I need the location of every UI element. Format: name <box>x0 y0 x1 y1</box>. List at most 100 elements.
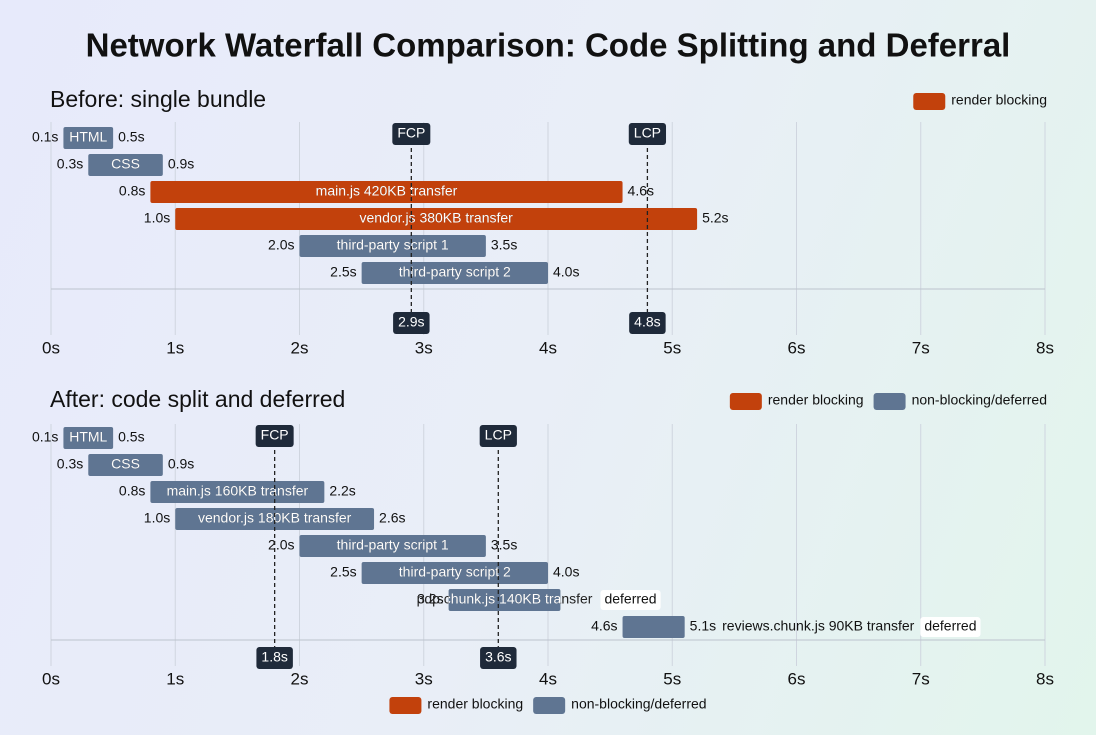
bar <box>88 154 163 176</box>
bar-name: CSS <box>111 456 140 472</box>
end-label: 0.9s <box>168 156 194 172</box>
marker-label: 2.9s <box>398 314 424 330</box>
bar-name: third-party script 2 <box>399 264 511 280</box>
start-label: 1.0s <box>144 210 170 226</box>
end-label: 4.6s <box>628 183 654 199</box>
bar <box>63 127 114 149</box>
bar-name: pdp.chunk.js 140KB transfer <box>417 591 593 607</box>
end-label: 0.5s <box>118 429 144 445</box>
legend-label: render blocking <box>427 696 523 712</box>
x-tick-label: 5s <box>663 338 681 357</box>
section-title: Before: single bundle <box>50 86 266 112</box>
start-label: 2.5s <box>330 564 356 580</box>
bar-name: main.js 420KB transfer <box>316 183 458 199</box>
bar <box>150 481 325 503</box>
marker-name: FCP <box>397 125 425 141</box>
end-label: 4.0s <box>553 264 579 280</box>
marker-label-box <box>393 312 430 334</box>
x-tick-label: 1s <box>166 669 184 688</box>
x-tick-label: 4s <box>539 669 557 688</box>
marker-label-box <box>629 312 666 334</box>
end-label: 2.2s <box>329 483 355 499</box>
x-tick-label: 7s <box>912 338 930 357</box>
x-tick-label: 2s <box>291 669 309 688</box>
bar-name: third-party script 2 <box>399 564 511 580</box>
legend: render blocking <box>913 92 1047 110</box>
start-label: 0.3s <box>57 156 83 172</box>
marker-label: 1.8s <box>261 649 287 665</box>
x-tick-label: 5s <box>663 669 681 688</box>
tag: deferred <box>924 618 976 634</box>
x-tick-label: 3s <box>415 338 433 357</box>
bar <box>175 508 375 530</box>
bar <box>361 562 548 584</box>
x-tick-label: 3s <box>415 669 433 688</box>
bar-name: third-party script 2 <box>399 564 511 580</box>
bar-name: third-party script 2 <box>399 264 511 280</box>
start-label: 2.5s <box>330 264 356 280</box>
section-title: After: code split and deferred <box>50 386 345 412</box>
legend-label: render blocking <box>768 392 864 408</box>
end-label: 0.9s <box>168 456 194 472</box>
end-label: 3.5s <box>491 237 517 253</box>
bar <box>361 262 548 284</box>
bar <box>175 208 698 230</box>
tag-box <box>600 590 661 610</box>
legend-swatch <box>533 697 566 714</box>
bar-name: main.js 160KB transfer <box>167 483 309 499</box>
legend-label: non-blocking/deferred <box>912 392 1047 408</box>
start-label: 2.0s <box>268 537 294 553</box>
bar-name: vendor.js 180KB transfer <box>198 510 352 526</box>
x-tick-label: 1s <box>166 338 184 357</box>
bar <box>88 454 163 476</box>
x-tick-label: 0s <box>42 338 60 357</box>
bar <box>63 427 114 449</box>
marker-label-box <box>256 647 293 669</box>
bar-name: pdp.chunk.js 140KB transfer <box>417 591 593 607</box>
x-tick-label: 8s <box>1036 669 1054 688</box>
bar-name: CSS <box>111 156 140 172</box>
marker-name: LCP <box>485 427 512 443</box>
marker-name: LCP <box>634 125 661 141</box>
start-label: 2.0s <box>268 237 294 253</box>
start-label: 1.0s <box>144 510 170 526</box>
marker-label-box <box>480 647 517 669</box>
start-label: 0.8s <box>119 483 145 499</box>
marker-name-box <box>255 425 294 447</box>
bar-name: HTML <box>69 429 107 445</box>
bar-name: CSS <box>111 156 140 172</box>
start-label: 0.8s <box>119 183 145 199</box>
bar <box>448 589 561 611</box>
bar-name: main.js 160KB transfer <box>167 483 309 499</box>
start-label: 4.6s <box>591 618 617 634</box>
bar-name: third-party script 1 <box>337 237 449 253</box>
marker-label: 3.6s <box>485 649 511 665</box>
end-label: 2.6s <box>379 510 405 526</box>
page-title: Network Waterfall Comparison: Code Split… <box>86 27 1011 64</box>
bar-name: vendor.js 380KB transfer <box>360 210 514 226</box>
marker-name-box <box>628 123 667 145</box>
marker-label: 4.8s <box>634 314 660 330</box>
legend-swatch <box>389 697 422 714</box>
end-label: 5.1s <box>690 618 716 634</box>
bar <box>622 616 685 638</box>
end-label: 3.5s <box>491 537 517 553</box>
bar-name: HTML <box>69 429 107 445</box>
start-label: 3.2s <box>417 591 443 607</box>
bar-name: third-party script 1 <box>337 237 449 253</box>
end-label: 4.0s <box>553 564 579 580</box>
tag-box <box>920 617 981 637</box>
bar-name: third-party script 1 <box>337 537 449 553</box>
x-tick-label: 6s <box>788 338 806 357</box>
x-tick-label: 6s <box>788 669 806 688</box>
legend-label: render blocking <box>951 92 1047 108</box>
bar-name: reviews.chunk.js 90KB transfer <box>722 618 915 634</box>
bar-name: third-party script 1 <box>337 537 449 553</box>
legend-swatch <box>913 93 946 110</box>
start-label: 0.3s <box>57 456 83 472</box>
tag: deferred <box>604 591 656 607</box>
legend-swatch <box>873 393 906 410</box>
legend: render blocking non-blocking/deferred <box>729 392 1047 410</box>
end-label: 0.5s <box>118 129 144 145</box>
